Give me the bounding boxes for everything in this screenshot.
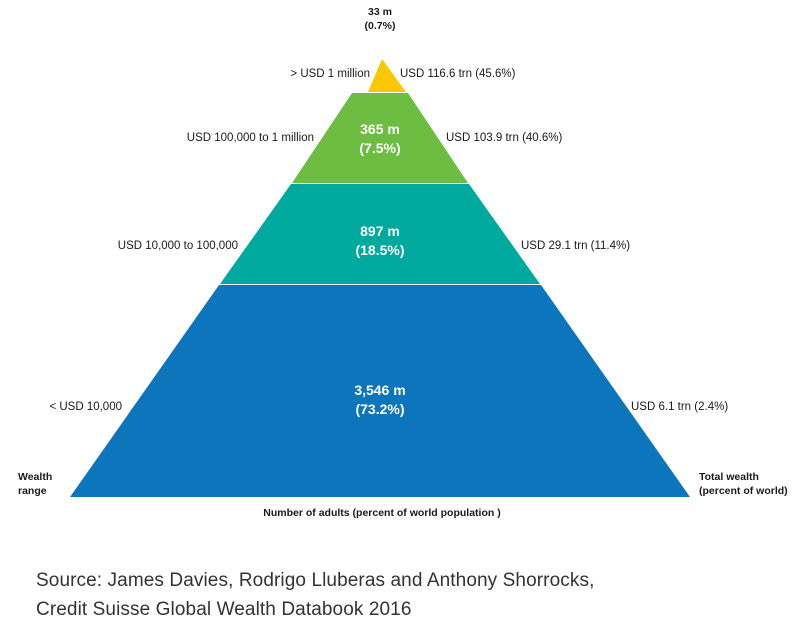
tier-second-count: 365 m — [360, 121, 400, 137]
source-line-2: Credit Suisse Global Wealth Databook 201… — [36, 599, 412, 620]
tier-bottom-share: (73.2%) — [355, 401, 405, 417]
wealth-range-title: Wealth range — [18, 470, 52, 498]
tier-second-segment — [292, 93, 468, 183]
adults-axis-label: Number of adults (percent of world popul… — [263, 507, 501, 519]
tier-top-wealth: USD 116.6 trn (45.6%) — [400, 68, 516, 80]
tier-top-range: > USD 1 million — [290, 68, 370, 80]
total-wealth-title-line2: (percent of world) — [699, 485, 788, 497]
tier-bottom-adults: 3,546 m (73.2%) — [320, 381, 440, 419]
tier-second-range: USD 100,000 to 1 million — [186, 132, 314, 144]
source-line-1: Source: James Davies, Rodrigo Lluberas a… — [36, 570, 595, 591]
tier-top-count: 33 m — [368, 6, 392, 18]
tier-second-adults: 365 m (7.5%) — [330, 120, 430, 158]
total-wealth-title-line1: Total wealth — [699, 471, 759, 483]
tier-second-wealth: USD 103.9 trn (40.6%) — [446, 132, 563, 144]
tier-third-segment — [220, 184, 540, 284]
wealth-range-title-line2: range — [18, 485, 47, 497]
tier-bottom-count: 3,546 m — [354, 382, 406, 398]
tier-third-adults: 897 m (18.5%) — [330, 222, 430, 260]
tier-top-share: (0.7%) — [364, 20, 396, 32]
tier-third-count: 897 m — [360, 223, 400, 239]
tier-top-segment — [368, 59, 406, 92]
tier-second-share: (7.5%) — [359, 140, 401, 156]
tier-bottom-segment — [70, 285, 690, 497]
tier-top-adults: 33 m (0.7%) — [340, 5, 420, 33]
wealth-range-title-line1: Wealth — [18, 471, 53, 483]
tier-bottom-range: < USD 10,000 — [49, 401, 122, 413]
tier-third-range: USD 10,000 to 100,000 — [117, 240, 238, 252]
tier-third-wealth: USD 29.1 trn (11.4%) — [521, 240, 631, 252]
total-wealth-title: Total wealth (percent of world) — [699, 470, 788, 498]
wealth-pyramid — [70, 59, 690, 497]
tier-third-share: (18.5%) — [355, 242, 405, 258]
source-note: Source: James Davies, Rodrigo Lluberas a… — [36, 566, 594, 624]
tier-bottom-wealth: USD 6.1 trn (2.4%) — [631, 401, 729, 413]
